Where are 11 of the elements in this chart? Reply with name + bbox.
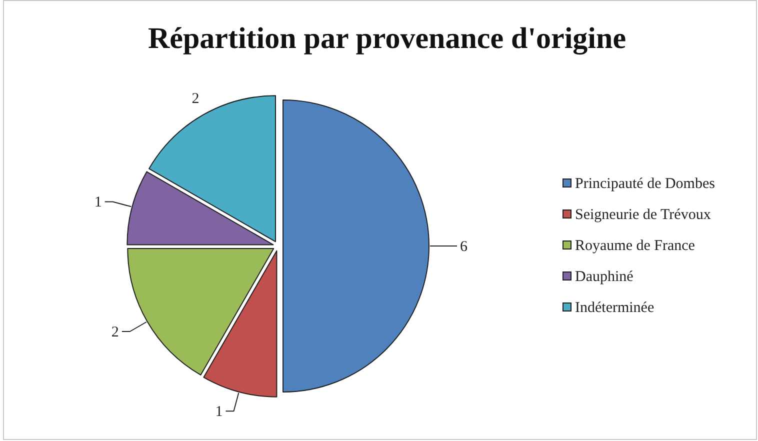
legend-label: Principauté de Dombes	[575, 176, 716, 192]
legend-label: Royaume de France	[575, 238, 696, 254]
data-label: 1	[215, 404, 223, 420]
data-label: 6	[460, 239, 468, 255]
legend-label: Seigneurie de Trévoux	[575, 207, 712, 223]
data-label: 1	[94, 194, 102, 211]
legend-label: Dauphiné	[575, 269, 634, 285]
chart-title: Répartition par provenance d'origine	[148, 22, 626, 55]
data-label: 2	[111, 324, 119, 340]
legend-label: Indéterminée	[575, 300, 654, 316]
data-label: 2	[192, 91, 200, 108]
